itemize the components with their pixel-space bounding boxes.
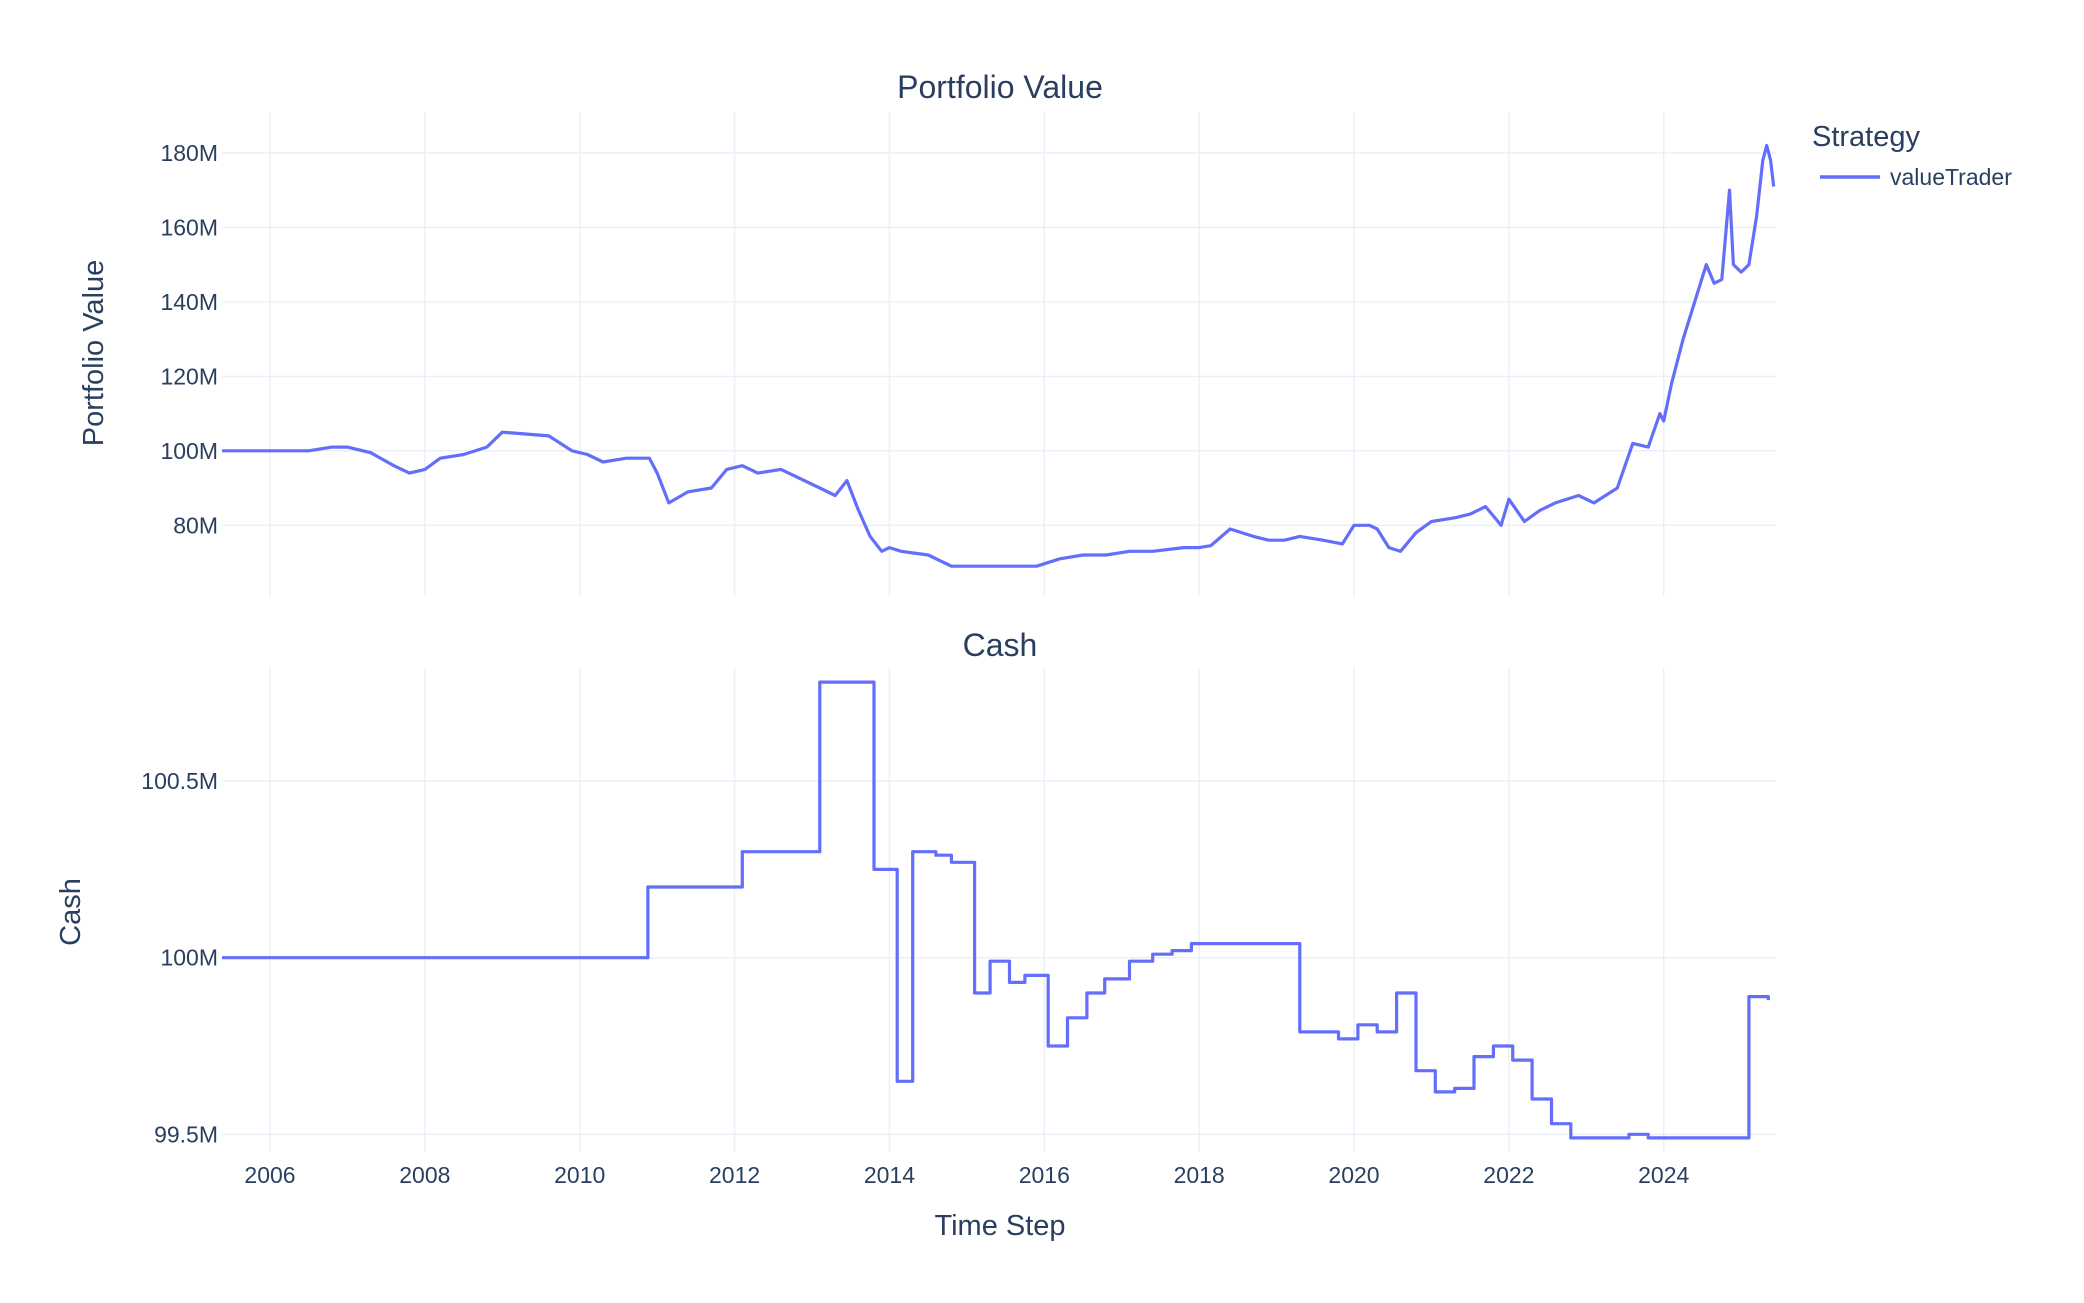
gridlines (222, 112, 1776, 1152)
series-line-valuetrader-cash (222, 680, 1770, 1140)
bottom-y-axis-title: Cash (55, 878, 87, 946)
x-tick-label: 2022 (1483, 1162, 1534, 1188)
legend-item-valuetrader[interactable]: valueTrader (1890, 164, 2012, 190)
y-tick-label: 140M (160, 289, 218, 315)
x-tick-label: 2008 (399, 1162, 450, 1188)
x-tick-label: 2014 (864, 1162, 915, 1188)
y-tick-label: 100M (160, 945, 218, 971)
x-tick-label: 2016 (1019, 1162, 1070, 1188)
x-tick-label: 2012 (709, 1162, 760, 1188)
series-line-valuetrader-portfolio (222, 143, 1776, 568)
x-axis-title: Time Step (934, 1210, 1065, 1242)
x-tick-label: 2024 (1638, 1162, 1689, 1188)
x-tick-label: 2010 (554, 1162, 605, 1188)
y-tick-label: 100.5M (141, 768, 218, 794)
x-tick-label: 2006 (244, 1162, 295, 1188)
top-y-axis-title: Portfolio Value (78, 260, 110, 446)
y-tick-label: 160M (160, 214, 218, 240)
y-tick-label: 99.5M (154, 1121, 218, 1147)
legend-title: Strategy (1812, 121, 1920, 153)
y-tick-label: 100M (160, 438, 218, 464)
bottom-panel-title: Cash (963, 627, 1038, 663)
top-panel-title: Portfolio Value (897, 69, 1103, 105)
legend[interactable]: Strategy valueTrader (1812, 121, 2012, 190)
series-lines (222, 143, 1776, 1140)
tick-labels: 80M 100M 120M 140M 160M 180M 2006 2008 2010 2012 2… (141, 140, 1689, 1188)
x-tick-label: 2020 (1328, 1162, 1379, 1188)
y-tick-label: 120M (160, 363, 218, 389)
y-tick-label: 80M (173, 512, 218, 538)
y-tick-label: 180M (160, 140, 218, 166)
x-tick-label: 2018 (1174, 1162, 1225, 1188)
